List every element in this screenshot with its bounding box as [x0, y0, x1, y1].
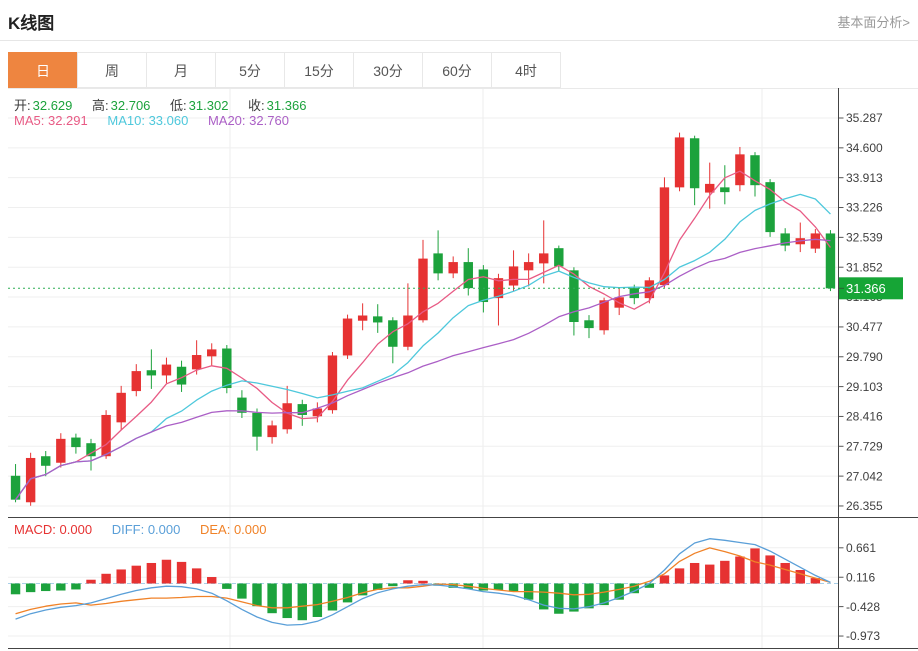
- macd-label: MACD:: [14, 522, 56, 537]
- period-tabbar: 日周月 5分 15分 30分 60分 4时: [8, 52, 561, 88]
- svg-text:30.477: 30.477: [846, 320, 883, 334]
- ma20-pair: MA20: 32.760: [208, 113, 289, 128]
- ma10-label: MA10:: [107, 113, 145, 128]
- svg-text:33.226: 33.226: [846, 201, 883, 215]
- dea-line: [15, 547, 831, 615]
- tab-week[interactable]: 周: [77, 52, 147, 88]
- high-pair: 高: 32.706: [92, 98, 150, 113]
- grid-layer: [8, 88, 918, 648]
- tab-60min[interactable]: 60分: [422, 52, 492, 88]
- macd-pair: MACD: 0.000: [14, 522, 92, 537]
- svg-text:35.287: 35.287: [846, 111, 883, 125]
- ma20-line: [15, 238, 831, 501]
- candlestick-layer: [10, 132, 836, 506]
- close-label: 收:: [248, 98, 265, 113]
- page-title: K线图: [8, 14, 55, 33]
- svg-text:29.790: 29.790: [846, 350, 883, 364]
- close-value: 31.366: [266, 98, 307, 113]
- close-pair: 收: 31.366: [248, 98, 306, 113]
- ma10-pair: MA10: 33.060: [107, 113, 188, 128]
- ma5-value: 32.291: [47, 113, 88, 128]
- ma5-label: MA5:: [14, 113, 45, 128]
- ma-legend: MA5: 32.291 MA10: 33.060 MA20: 32.760: [14, 113, 305, 128]
- ma5-line: [15, 170, 831, 501]
- svg-text:0.661: 0.661: [846, 541, 876, 555]
- low-pair: 低: 31.302: [170, 98, 228, 113]
- ma10-value: 33.060: [148, 113, 189, 128]
- macd-histogram: [10, 548, 821, 621]
- tab-30min[interactable]: 30分: [353, 52, 423, 88]
- diff-pair: DIFF: 0.000: [112, 522, 181, 537]
- low-value: 31.302: [188, 98, 229, 113]
- diff-line: [15, 538, 831, 626]
- tab-month[interactable]: 月: [146, 52, 216, 88]
- axis-lines: [8, 88, 918, 649]
- tab-15min[interactable]: 15分: [284, 52, 354, 88]
- ma20-label: MA20:: [207, 113, 246, 128]
- macd-value: 0.000: [59, 522, 93, 537]
- dea-value: 0.000: [233, 522, 267, 537]
- ma5-pair: MA5: 32.291: [14, 113, 88, 128]
- svg-text:28.416: 28.416: [846, 410, 883, 424]
- tab-5min[interactable]: 5分: [215, 52, 285, 88]
- dea-pair: DEA: 0.000: [200, 522, 267, 537]
- svg-text:31.366: 31.366: [846, 281, 886, 296]
- tab-day[interactable]: 日: [8, 52, 78, 88]
- dea-label: DEA:: [199, 522, 231, 537]
- svg-text:-0.428: -0.428: [846, 600, 880, 614]
- ma20-value: 32.760: [249, 113, 289, 128]
- svg-text:-0.973: -0.973: [846, 629, 880, 643]
- diff-value: 0.000: [147, 522, 181, 537]
- open-label: 开:: [14, 98, 31, 113]
- svg-text:0.116: 0.116: [846, 570, 875, 584]
- macd-legend: MACD: 0.000 DIFF: 0.000 DEA: 0.000: [14, 522, 283, 537]
- high-label: 高:: [92, 98, 109, 113]
- high-value: 32.706: [110, 98, 151, 113]
- y-axis-labels: 35.28734.60033.91333.22632.53931.85231.1…: [839, 111, 883, 643]
- low-label: 低:: [170, 98, 187, 113]
- fundamental-analysis-link[interactable]: 基本面分析>: [837, 15, 910, 30]
- svg-text:27.042: 27.042: [846, 469, 883, 483]
- ohlc-legend: 开: 32.629 高: 32.706 低: 31.302 收: 31.366: [14, 95, 322, 114]
- svg-text:29.103: 29.103: [846, 380, 883, 394]
- svg-text:33.913: 33.913: [846, 171, 883, 185]
- current-price-tag: 31.366: [839, 277, 903, 300]
- open-value: 32.629: [32, 98, 73, 113]
- svg-text:32.539: 32.539: [846, 231, 883, 245]
- svg-text:31.852: 31.852: [846, 260, 883, 274]
- svg-text:26.355: 26.355: [846, 499, 883, 513]
- diff-label: DIFF:: [111, 522, 145, 537]
- open-pair: 开: 32.629: [14, 98, 72, 113]
- header: K线图 基本面分析>: [0, 0, 918, 41]
- tab-4hour[interactable]: 4时: [491, 52, 561, 88]
- svg-text:34.600: 34.600: [846, 141, 883, 155]
- svg-text:27.729: 27.729: [846, 439, 883, 453]
